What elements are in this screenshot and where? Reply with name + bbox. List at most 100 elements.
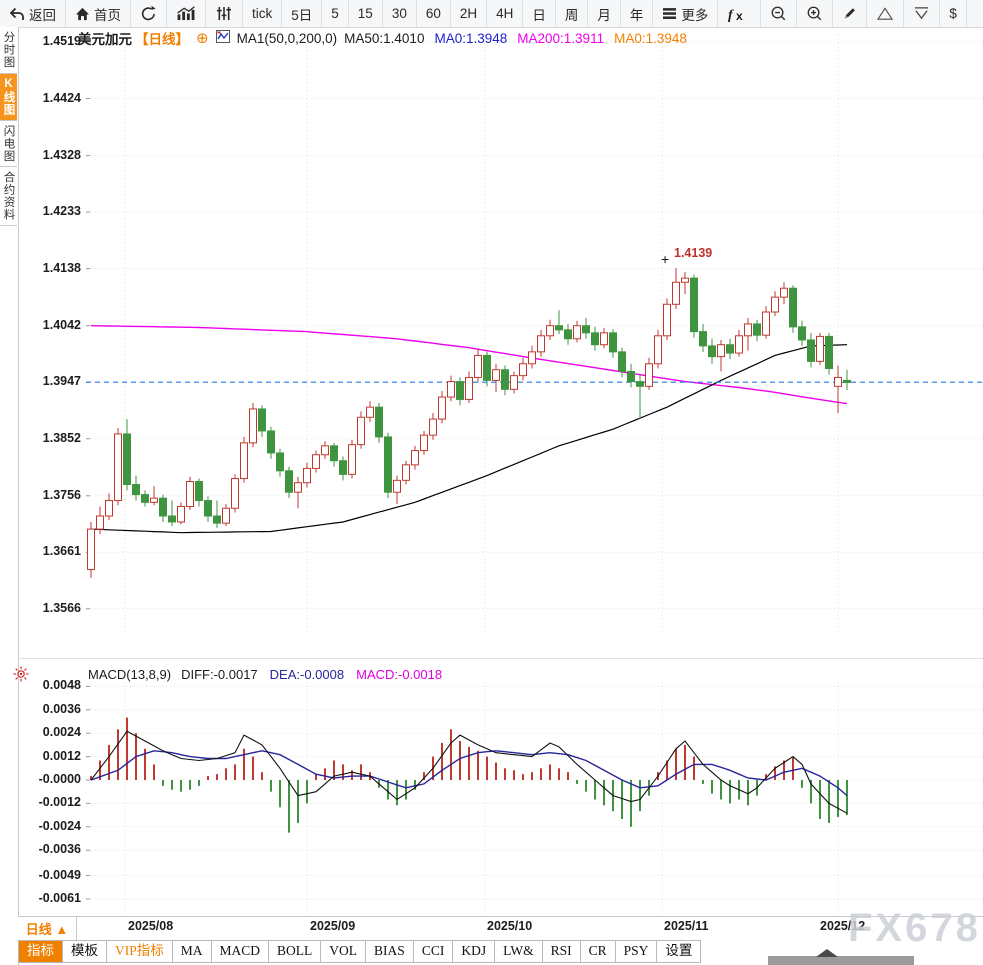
- sidebar-item-contract-info[interactable]: 合约资料: [0, 167, 17, 226]
- candle-body: [438, 396, 446, 420]
- candle-body: [177, 505, 185, 523]
- tab-ma[interactable]: MA: [173, 941, 212, 962]
- tab-vip-indicator[interactable]: VIP指标: [107, 941, 173, 962]
- period-badge[interactable]: 【日线】: [135, 32, 189, 47]
- month-label: 2025/12: [820, 919, 866, 933]
- zoom-out-button[interactable]: [761, 0, 798, 27]
- sidebar-item-time-chart[interactable]: 分时图: [0, 27, 17, 74]
- more-button[interactable]: 更多: [653, 0, 719, 27]
- period-week-button-label: 周: [564, 7, 579, 23]
- macd-tick-label: -0.0012: [38, 795, 81, 810]
- chart-type-candle-button[interactable]: [206, 0, 243, 27]
- candle-body: [96, 515, 104, 530]
- macd-tick-label: -0.0036: [38, 842, 81, 857]
- peak-price-annotation: 1.4139: [674, 246, 713, 260]
- candle-body: [294, 482, 302, 493]
- period-30-button[interactable]: 30: [383, 0, 417, 27]
- period-week-button[interactable]: 周: [556, 0, 589, 27]
- tab-lw[interactable]: LW&: [495, 941, 543, 962]
- candle-body: [600, 332, 608, 346]
- indicator-settings-sun-icon[interactable]: [13, 666, 29, 687]
- candle-body: [231, 478, 239, 509]
- zoomout-icon: [770, 5, 787, 22]
- candle-body: [672, 281, 680, 305]
- period-selector[interactable]: 日线 ▲: [18, 917, 77, 942]
- period-day-button-label: 日: [532, 7, 546, 23]
- tab-boll[interactable]: BOLL: [269, 941, 322, 962]
- tab-indicator[interactable]: 指标: [18, 941, 63, 962]
- period-15-button[interactable]: 15: [349, 0, 383, 27]
- period-60-button[interactable]: 60: [417, 0, 451, 27]
- candle-body: [411, 450, 419, 466]
- price-tick-label: 1.3852: [42, 430, 81, 445]
- macd-header-row: MACD(13,8,9) DIFF:-0.0017 DEA:-0.0008 MACD…: [88, 666, 442, 682]
- add-compare-icon[interactable]: ⊕: [196, 30, 209, 47]
- dollar-button[interactable]: $: [940, 0, 967, 27]
- chart-type-trend-button[interactable]: [167, 0, 206, 27]
- period-4h-button[interactable]: 4H: [487, 0, 524, 27]
- price-pane[interactable]: [86, 35, 983, 635]
- tab-kdj[interactable]: KDJ: [453, 941, 496, 962]
- candle-body: [681, 277, 689, 283]
- tab-macd[interactable]: MACD: [212, 941, 270, 962]
- candle-body: [186, 481, 194, 507]
- period-month-button[interactable]: 月: [588, 0, 621, 27]
- peak-marker-cross: +: [661, 251, 670, 267]
- sidebar-item-kline-chart[interactable]: K线图: [0, 73, 17, 121]
- period-tick-button-label: tick: [252, 6, 273, 21]
- candle-body: [312, 454, 320, 469]
- period-year-button[interactable]: 年: [621, 0, 654, 27]
- macd-value-2: MACD:-0.0018: [356, 666, 443, 682]
- tab-cr[interactable]: CR: [581, 941, 616, 962]
- scrolldown-icon: [913, 6, 930, 21]
- draw-button[interactable]: [833, 0, 868, 27]
- candle-body: [123, 433, 131, 485]
- mini-chart-icon[interactable]: [215, 30, 230, 46]
- zoom-in-button[interactable]: [797, 0, 834, 27]
- tab-bias[interactable]: BIAS: [366, 941, 414, 962]
- period-day-button[interactable]: 日: [523, 0, 556, 27]
- price-tick-label: 1.4328: [42, 147, 81, 162]
- period-5-button-label: 5: [331, 6, 339, 21]
- tab-rsi[interactable]: RSI: [543, 941, 581, 962]
- candle-body: [240, 442, 248, 480]
- ma-settings-label: MA1(50,0,200,0): [236, 30, 338, 46]
- sidebar-item-lightning-chart[interactable]: 闪电图: [0, 121, 17, 167]
- tab-vol[interactable]: VOL: [321, 941, 367, 962]
- candle-body: [690, 277, 698, 333]
- tab-cci[interactable]: CCI: [414, 941, 454, 962]
- candle-body: [357, 416, 365, 446]
- candle-body: [789, 287, 797, 328]
- period-5d-button[interactable]: 5日: [282, 0, 323, 27]
- period-2h-button[interactable]: 2H: [451, 0, 488, 27]
- bottom-scrollbar-remnant[interactable]: [768, 949, 914, 965]
- tab-template[interactable]: 模板: [63, 941, 107, 962]
- tab-psy[interactable]: PSY: [616, 941, 658, 962]
- candle-body: [843, 379, 851, 383]
- xaxis-row: 日线 ▲: [18, 916, 983, 942]
- candle-body: [195, 481, 203, 502]
- indicator-tabbar: 指标 模板 VIP指标 MA MACD BOLL VOL BIAS CCI KDJ LW& RSI CR…: [18, 940, 702, 963]
- price-tick-label: 1.3566: [42, 600, 81, 615]
- triangle-up-button[interactable]: [867, 0, 905, 27]
- refresh-button[interactable]: [131, 0, 167, 27]
- candle-body: [258, 408, 266, 432]
- scroll-down-button[interactable]: [904, 0, 941, 27]
- macd-tick-label: -0.0061: [38, 890, 81, 905]
- back-button[interactable]: 返回: [0, 0, 66, 27]
- candle-body: [213, 515, 221, 524]
- period-tick-button[interactable]: tick: [243, 0, 283, 27]
- back-icon: [9, 7, 25, 21]
- candle-body: [771, 296, 779, 313]
- tab-settings[interactable]: 设置: [657, 941, 702, 962]
- diff-line: [90, 730, 848, 814]
- candle-body: [573, 325, 581, 340]
- home-button[interactable]: 首页: [66, 0, 131, 27]
- triup-icon: [876, 6, 894, 21]
- period-5-button[interactable]: 5: [322, 0, 349, 27]
- macd-pane[interactable]: [86, 682, 983, 915]
- macd-tick-label: 0.0048: [42, 678, 81, 693]
- candle-body: [249, 408, 257, 444]
- period-5d-button-label: 5日: [291, 7, 313, 23]
